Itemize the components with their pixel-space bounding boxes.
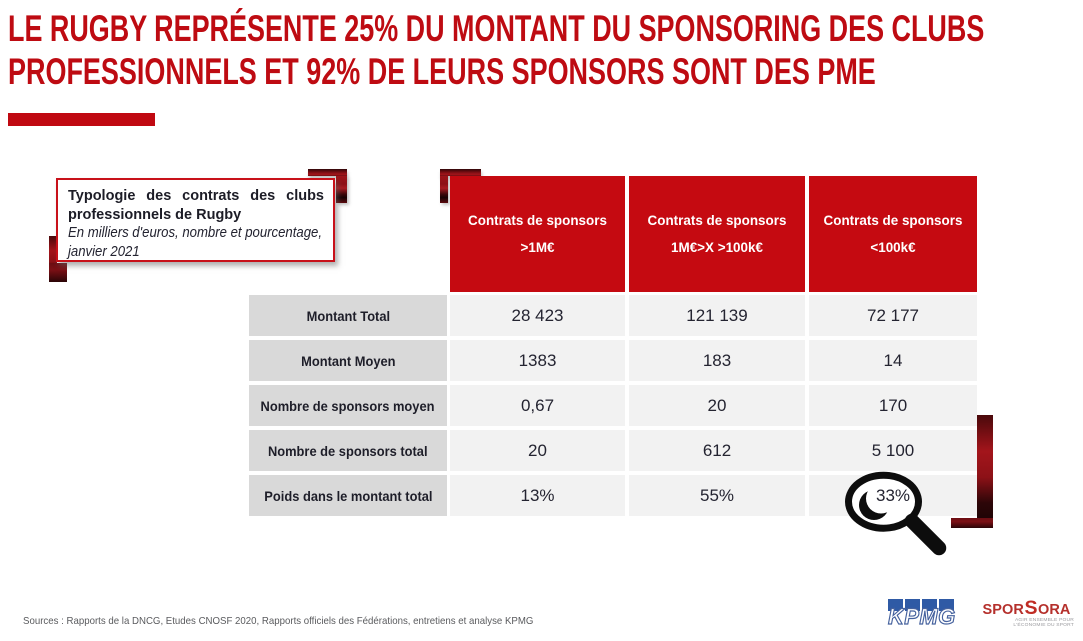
- sporsora-word-s: S: [1024, 597, 1038, 619]
- table-header-col2: Contrats de sponsors 1M€>X >100k€: [629, 176, 805, 292]
- sporsora-tagline-line1: AGIR ENSEMBLE POUR: [1014, 617, 1074, 623]
- table-cell-r3c2: 20: [629, 385, 805, 426]
- corner-bracket-top-left-of-table-horizontal: [440, 169, 481, 176]
- kpmg-logo-block-1: [888, 599, 904, 611]
- kpmg-logo-wordmark: KPMG: [887, 604, 956, 629]
- cell-value: 0,67: [520, 395, 555, 415]
- row-label-text: Montant Total: [306, 307, 390, 324]
- slide-title-line2: PROFESSIONNELS ET 92% DE LEURS SPONSORS …: [8, 51, 876, 92]
- table-cell-r1c3: 72 177: [809, 295, 977, 336]
- kpmg-logo-block-4: [938, 599, 954, 611]
- table-cell-r3c3: 170: [809, 385, 977, 426]
- cell-value: 183: [702, 350, 732, 370]
- table-cell-r4c2: 612: [629, 430, 805, 471]
- table-header-col3-line2: <100k€: [870, 239, 916, 255]
- slide-title-line1: LE RUGBY REPRÉSENTE 25% DU MONTANT DU SP…: [8, 8, 985, 49]
- corner-bracket-top-right-of-callout-vertical: [336, 176, 347, 203]
- table-header-col2-line2: 1M€>X >100k€: [671, 239, 763, 255]
- kpmg-logo: KPMG: [887, 599, 956, 629]
- slide-title: LE RUGBY REPRÉSENTE 25% DU MONTANT DU SP…: [8, 7, 1083, 93]
- cell-value: 612: [702, 440, 732, 460]
- row-label-text: Nombre de sponsors moyen: [261, 397, 435, 414]
- corner-bracket-bottom-left-of-callout-horizontal: [49, 263, 67, 282]
- cell-value: 14: [883, 350, 903, 370]
- cell-value: 5 100: [871, 440, 915, 460]
- table-cell-r4c3: 5 100: [809, 430, 977, 471]
- slide-title-row1: LE RUGBY REPRÉSENTE 25% DU MONTANT DU SP…: [8, 7, 1083, 50]
- table-header-col2-line1: Contrats de sponsors: [647, 212, 787, 228]
- table-row-label-2: Montant Moyen: [249, 340, 447, 381]
- callout-text-block: Typologie des contrats des clubs profess…: [68, 187, 324, 261]
- table-cell-r3c1: 0,67: [450, 385, 625, 426]
- callout-box: Typologie des contrats des clubs profess…: [56, 178, 335, 262]
- callout-subheading-line2: janvier 2021: [68, 243, 140, 260]
- cell-value: 20: [707, 395, 727, 415]
- cell-value: 1383: [518, 350, 557, 370]
- table-header-col3: Contrats de sponsors <100k€: [809, 176, 977, 292]
- cell-value: 55%: [699, 485, 735, 505]
- table-cell-r1c2: 121 139: [629, 295, 805, 336]
- corner-bracket-bottom-right-of-table-horizontal: [951, 518, 993, 528]
- sporsora-tagline: AGIR ENSEMBLE POUR L'ÉCONOMIE DU SPORT: [1013, 618, 1074, 629]
- magnifier-icon: [845, 471, 947, 556]
- table-header-col3-line1: Contrats de sponsors: [823, 212, 963, 228]
- sporsora-logo-wordmark: SPOR S ORA: [978, 597, 1075, 619]
- cell-value: 72 177: [867, 305, 919, 325]
- callout-subheading-line1: En milliers d'euros, nombre et pourcenta…: [68, 225, 322, 241]
- table-cell-r1c1: 28 423: [450, 295, 625, 336]
- sporsora-logo: SPOR S ORA AGIR ENSEMBLE POUR L'ÉCONOMIE D…: [978, 597, 1075, 629]
- sporsora-word-part1: SPOR: [982, 602, 1024, 618]
- table-cell-r5c1: 13%: [450, 475, 625, 516]
- row-label-text: Nombre de sponsors total: [268, 442, 428, 459]
- cell-value: 20: [528, 440, 547, 460]
- slide-title-row2: PROFESSIONNELS ET 92% DE LEURS SPONSORS …: [8, 50, 1083, 93]
- cell-value: 121 139: [686, 305, 748, 325]
- table-row-label-1: Montant Total: [249, 295, 447, 336]
- title-underline-bar: [8, 113, 155, 126]
- cell-value: 13%: [520, 485, 555, 505]
- kpmg-logo-blocks: [888, 599, 954, 611]
- kpmg-logo-block-3: [921, 599, 938, 611]
- corner-bracket-bottom-right-of-table-vertical: [977, 415, 993, 528]
- kpmg-logo-block-2: [904, 599, 921, 611]
- table-header-col1-line2: >1M€: [520, 239, 555, 255]
- cell-value: 33%: [875, 485, 911, 505]
- table-header-col1-line1: Contrats de sponsors: [468, 212, 607, 228]
- cell-value: 170: [878, 395, 908, 415]
- cell-value: 28 423: [511, 305, 564, 325]
- table-row-label-5: Poids dans le montant total: [249, 475, 447, 516]
- sources-note: Sources : Rapports de la DNCG, Etudes CN…: [23, 615, 534, 627]
- corner-bracket-top-right-of-callout-horizontal: [308, 169, 347, 176]
- sporsora-word-part2: ORA: [1037, 602, 1071, 618]
- corner-bracket-bottom-left-of-callout-vertical: [49, 236, 57, 282]
- table-cell-r5c2: 55%: [629, 475, 805, 516]
- table-cell-r2c3: 14: [809, 340, 977, 381]
- table-row-label-3: Nombre de sponsors moyen: [249, 385, 447, 426]
- table-cell-r2c2: 183: [629, 340, 805, 381]
- callout-subheading-row2: janvier 2021: [68, 243, 324, 262]
- row-label-text: Montant Moyen: [300, 352, 396, 369]
- sporsora-tagline-line2: L'ÉCONOMIE DU SPORT: [1013, 622, 1074, 628]
- row-label-text: Poids dans le montant total: [263, 487, 433, 504]
- table-cell-r2c1: 1383: [450, 340, 625, 381]
- corner-bracket-top-left-of-table-vertical: [440, 176, 448, 203]
- table-row-label-4: Nombre de sponsors total: [249, 430, 447, 471]
- table-header-col1: Contrats de sponsors >1M€: [450, 176, 625, 292]
- callout-heading-line1: Typologie des contrats des clubs: [68, 188, 324, 204]
- callout-heading-line2: professionnels de Rugby: [68, 206, 242, 223]
- table-cell-r4c1: 20: [450, 430, 625, 471]
- callout-subheading-row1: En milliers d'euros, nombre et pourcenta…: [68, 224, 324, 243]
